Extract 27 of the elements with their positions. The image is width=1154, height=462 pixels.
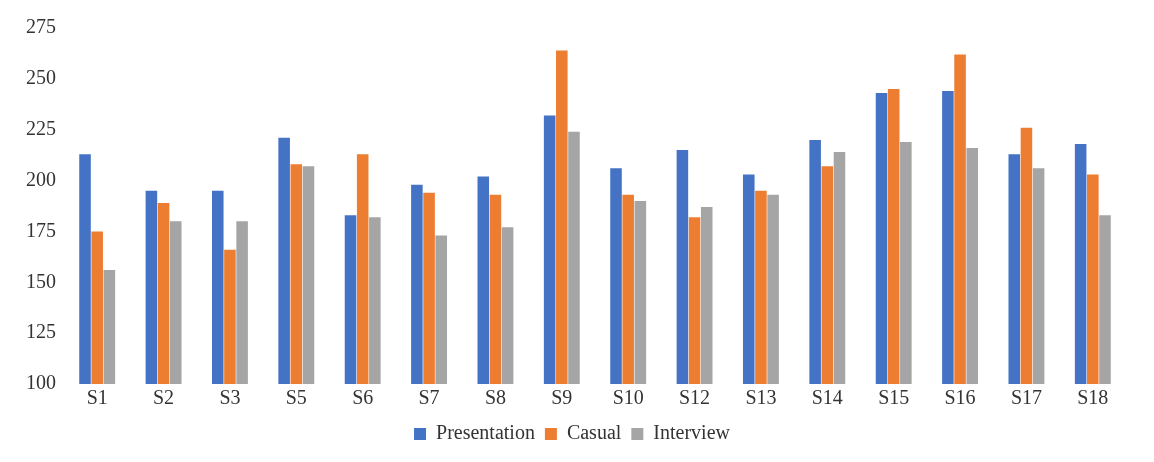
x-tick-label: S2 [153, 386, 175, 409]
x-tick-label: S7 [418, 386, 440, 409]
x-tick-label: S13 [745, 386, 777, 409]
y-tick-label: 175 [26, 218, 56, 241]
y-tick-label: 100 [26, 371, 56, 394]
legend-label: Casual [566, 421, 622, 444]
x-tick-label: S18 [1077, 386, 1109, 409]
legend-label: Presentation [436, 421, 535, 444]
y-tick-label: 275 [26, 15, 56, 38]
x-tick-label: S6 [352, 386, 374, 409]
y-tick-label: 200 [26, 167, 56, 190]
x-tick-label: S1 [86, 386, 108, 409]
x-tick-label: S8 [484, 386, 506, 409]
x-tick-label: S12 [679, 386, 711, 409]
y-tick-label: 225 [26, 116, 56, 139]
y-tick-label: 125 [26, 320, 56, 343]
x-tick-label: S3 [219, 386, 241, 409]
x-tick-label: S14 [811, 386, 843, 409]
y-tick-label: 150 [26, 269, 56, 292]
x-tick-label: S9 [551, 386, 573, 409]
y-tick-label: 250 [26, 66, 56, 89]
x-tick-label: S5 [285, 386, 307, 409]
x-tick-label: S15 [878, 386, 910, 409]
x-tick-label: S10 [612, 386, 644, 409]
x-tick-label: S17 [1010, 386, 1042, 409]
legend-label: Interview [653, 421, 731, 444]
x-tick-label: S16 [944, 386, 976, 409]
